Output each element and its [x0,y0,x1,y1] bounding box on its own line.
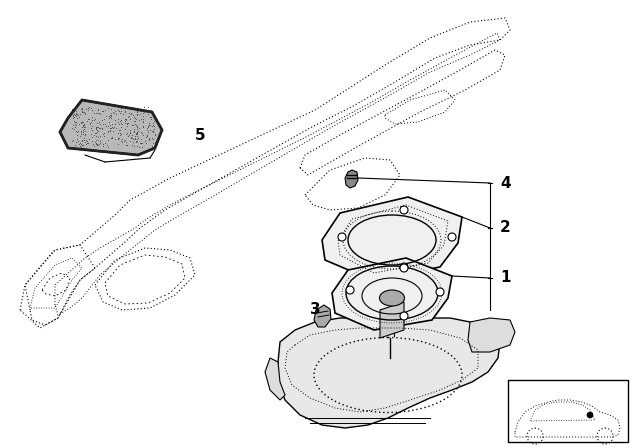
Circle shape [400,264,408,272]
Circle shape [448,233,456,241]
Ellipse shape [380,290,404,306]
Text: 5: 5 [195,128,205,142]
Circle shape [587,412,593,418]
Circle shape [400,206,408,214]
Circle shape [400,263,408,271]
Text: 2: 2 [500,220,511,236]
Polygon shape [265,358,285,400]
Bar [508,380,628,442]
Polygon shape [322,197,462,280]
Circle shape [436,288,444,296]
Circle shape [400,312,408,320]
Polygon shape [380,302,404,338]
Polygon shape [278,318,500,428]
Text: 1: 1 [500,271,511,285]
Circle shape [338,233,346,241]
Text: 4: 4 [500,176,511,190]
Polygon shape [468,318,515,352]
Polygon shape [345,170,358,188]
Polygon shape [60,100,162,155]
Text: 3: 3 [310,302,321,318]
Polygon shape [332,258,452,330]
Circle shape [346,286,354,294]
Polygon shape [314,305,331,327]
